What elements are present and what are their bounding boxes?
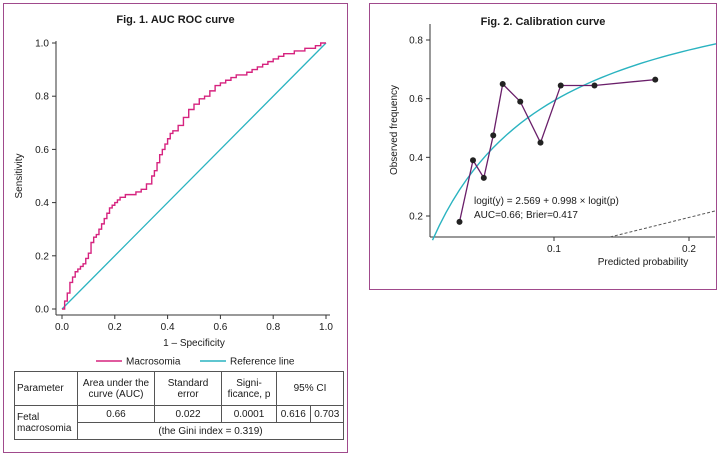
fit-equation: logit(y) = 2.569 + 0.998 × logit(p) [474, 196, 619, 207]
data-point [591, 82, 598, 89]
x-axis-label: Predicted probability [598, 257, 689, 268]
table-row-label: Fetal macrosomia [14, 405, 78, 440]
x-tick-label: 0.2 [108, 322, 122, 333]
fit-stats: AUC=0.66; Brier=0.417 [474, 210, 578, 221]
y-tick-label: 0.4 [409, 153, 423, 164]
x-tick-label: 0.4 [161, 322, 175, 333]
data-point [480, 174, 487, 181]
table-cell: 0.66 [77, 405, 155, 423]
table-note: (the Gini index = 0.319) [77, 422, 344, 440]
y-tick-label: 0.2 [35, 251, 49, 262]
x-tick-label: 0.1 [547, 244, 561, 255]
table-header: Standard error [154, 371, 222, 406]
legend-label: Reference line [230, 357, 295, 368]
y-axis-label: Sensitivity [14, 153, 25, 198]
data-point [490, 132, 497, 139]
table-cell: 0.0001 [221, 405, 277, 423]
reference-line [61, 42, 327, 310]
data-point [456, 218, 463, 225]
y-tick-label: 0.8 [409, 36, 423, 47]
y-tick-label: 0.6 [35, 145, 49, 156]
data-point [499, 81, 506, 87]
x-tick-label: 0.6 [213, 322, 227, 333]
y-tick-label: 0.0 [35, 305, 49, 316]
auc-table: Parameter Area under the curve (AUC) Sta… [14, 371, 344, 440]
data-point [652, 76, 659, 83]
x-tick-label: 0.8 [266, 322, 280, 333]
y-tick-label: 0.4 [35, 198, 49, 209]
y-tick-label: 0.6 [409, 94, 423, 105]
calibration-fit-line [431, 43, 717, 241]
y-tick-label: 1.0 [35, 39, 49, 50]
observed-line [458, 78, 656, 223]
x-tick-label: 0.0 [55, 322, 69, 333]
fig1-title: Fig. 1. AUC ROC curve [116, 14, 235, 26]
data-point [557, 82, 564, 89]
table-header: Parameter [14, 371, 78, 406]
y-tick-label: 0.2 [409, 212, 423, 223]
table-cell: 0.022 [154, 405, 222, 423]
data-point [470, 157, 476, 164]
data-point [537, 139, 544, 146]
ideal-reference-line [609, 210, 716, 238]
table-cell: 0.703 [309, 405, 344, 423]
x-tick-label: 0.2 [682, 244, 696, 255]
fig2-panel: Fig. 2. Calibration curve 0.1 0.2 0.2 0.4 0.… [369, 3, 717, 290]
table-cell: 0.616 [276, 405, 311, 423]
calibration-chart: 0.1 0.2 0.2 0.4 0.6 0.8 Predicted probability O… [389, 24, 717, 268]
y-tick-label: 0.8 [35, 92, 49, 103]
table-header: Signi- ficance, p [221, 371, 277, 406]
roc-chart: 0.0 0.2 0.4 0.6 0.8 1.0 0.0 0.2 0.4 0.6 0.8 1.0 1 – … [14, 39, 333, 368]
roc-curve [62, 42, 326, 310]
legend-label: Macrosomia [126, 357, 181, 368]
table-header: 95% CI [276, 371, 344, 406]
data-point [517, 98, 524, 105]
x-tick-label: 1.0 [319, 322, 333, 333]
y-axis-label: Observed frequency [389, 85, 400, 175]
table-header: Area under the curve (AUC) [77, 371, 155, 406]
x-axis-label: 1 – Specificity [163, 338, 225, 349]
fig2-title: Fig. 2. Calibration curve [480, 16, 606, 28]
fig1-panel: Fig. 1. AUC ROC curve 0.0 0.2 0.4 0.6 0.8 1.0… [3, 3, 348, 453]
